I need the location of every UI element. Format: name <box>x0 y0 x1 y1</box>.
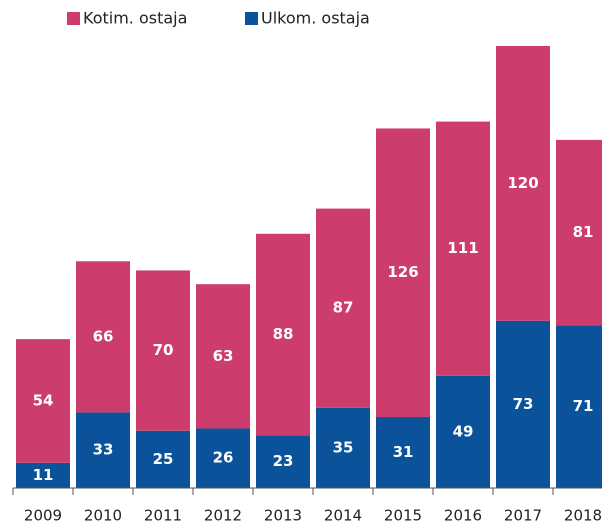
bar-segment <box>256 233 310 436</box>
value-label: 23 <box>273 452 294 470</box>
bar-segment <box>316 208 370 408</box>
x-tick-label: 2012 <box>204 507 242 523</box>
value-label: 11 <box>33 466 54 484</box>
value-label: 31 <box>393 443 414 461</box>
value-label: 73 <box>513 395 534 413</box>
bar-segment <box>16 339 70 463</box>
bar-segment <box>556 325 602 488</box>
bar-segment <box>316 407 370 488</box>
bar-segment <box>16 462 70 488</box>
bar-segment <box>376 417 430 488</box>
value-label: 54 <box>33 391 54 409</box>
x-tick-label: 2010 <box>84 507 122 523</box>
value-label: 25 <box>153 450 174 468</box>
x-tick-label: 2011 <box>144 507 182 523</box>
legend-swatch <box>245 12 258 25</box>
x-tick-label: 2013 <box>264 507 302 523</box>
value-label: 81 <box>573 223 594 241</box>
bar-segment <box>376 128 430 418</box>
bar-segment <box>436 121 490 376</box>
value-label: 71 <box>573 397 594 415</box>
bar-segment <box>136 270 190 431</box>
value-label: 111 <box>447 239 478 257</box>
bar-segment <box>256 435 310 488</box>
x-tick-label: 2018 <box>564 507 602 523</box>
value-label: 33 <box>93 441 114 459</box>
value-label: 70 <box>153 341 174 359</box>
value-label: 49 <box>453 422 474 440</box>
bar-segment <box>76 261 130 413</box>
legend-label: Ulkom. ostaja <box>261 9 370 28</box>
bar-segment <box>436 375 490 488</box>
value-label: 87 <box>333 299 354 317</box>
value-label: 66 <box>93 327 114 345</box>
bar-segment <box>496 46 550 321</box>
value-label: 126 <box>387 263 418 281</box>
value-label: 35 <box>333 438 354 456</box>
value-label: 88 <box>273 325 294 343</box>
bar-segment <box>496 320 550 488</box>
x-tick-label: 2015 <box>384 507 422 523</box>
x-tick-label: 2017 <box>504 507 542 523</box>
legend-label: Kotim. ostaja <box>83 9 187 28</box>
value-label: 26 <box>213 449 234 467</box>
value-label: 120 <box>507 174 538 192</box>
bar-segment <box>196 428 250 488</box>
bar-segment <box>136 430 190 488</box>
x-tick-label: 2014 <box>324 507 362 523</box>
value-label: 63 <box>213 347 234 365</box>
bar-segment <box>196 284 250 429</box>
x-tick-label: 2016 <box>444 507 482 523</box>
legend-swatch <box>67 12 80 25</box>
x-tick-label: 2009 <box>24 507 62 523</box>
bar-segment <box>76 412 130 488</box>
bar-segment <box>556 139 602 326</box>
